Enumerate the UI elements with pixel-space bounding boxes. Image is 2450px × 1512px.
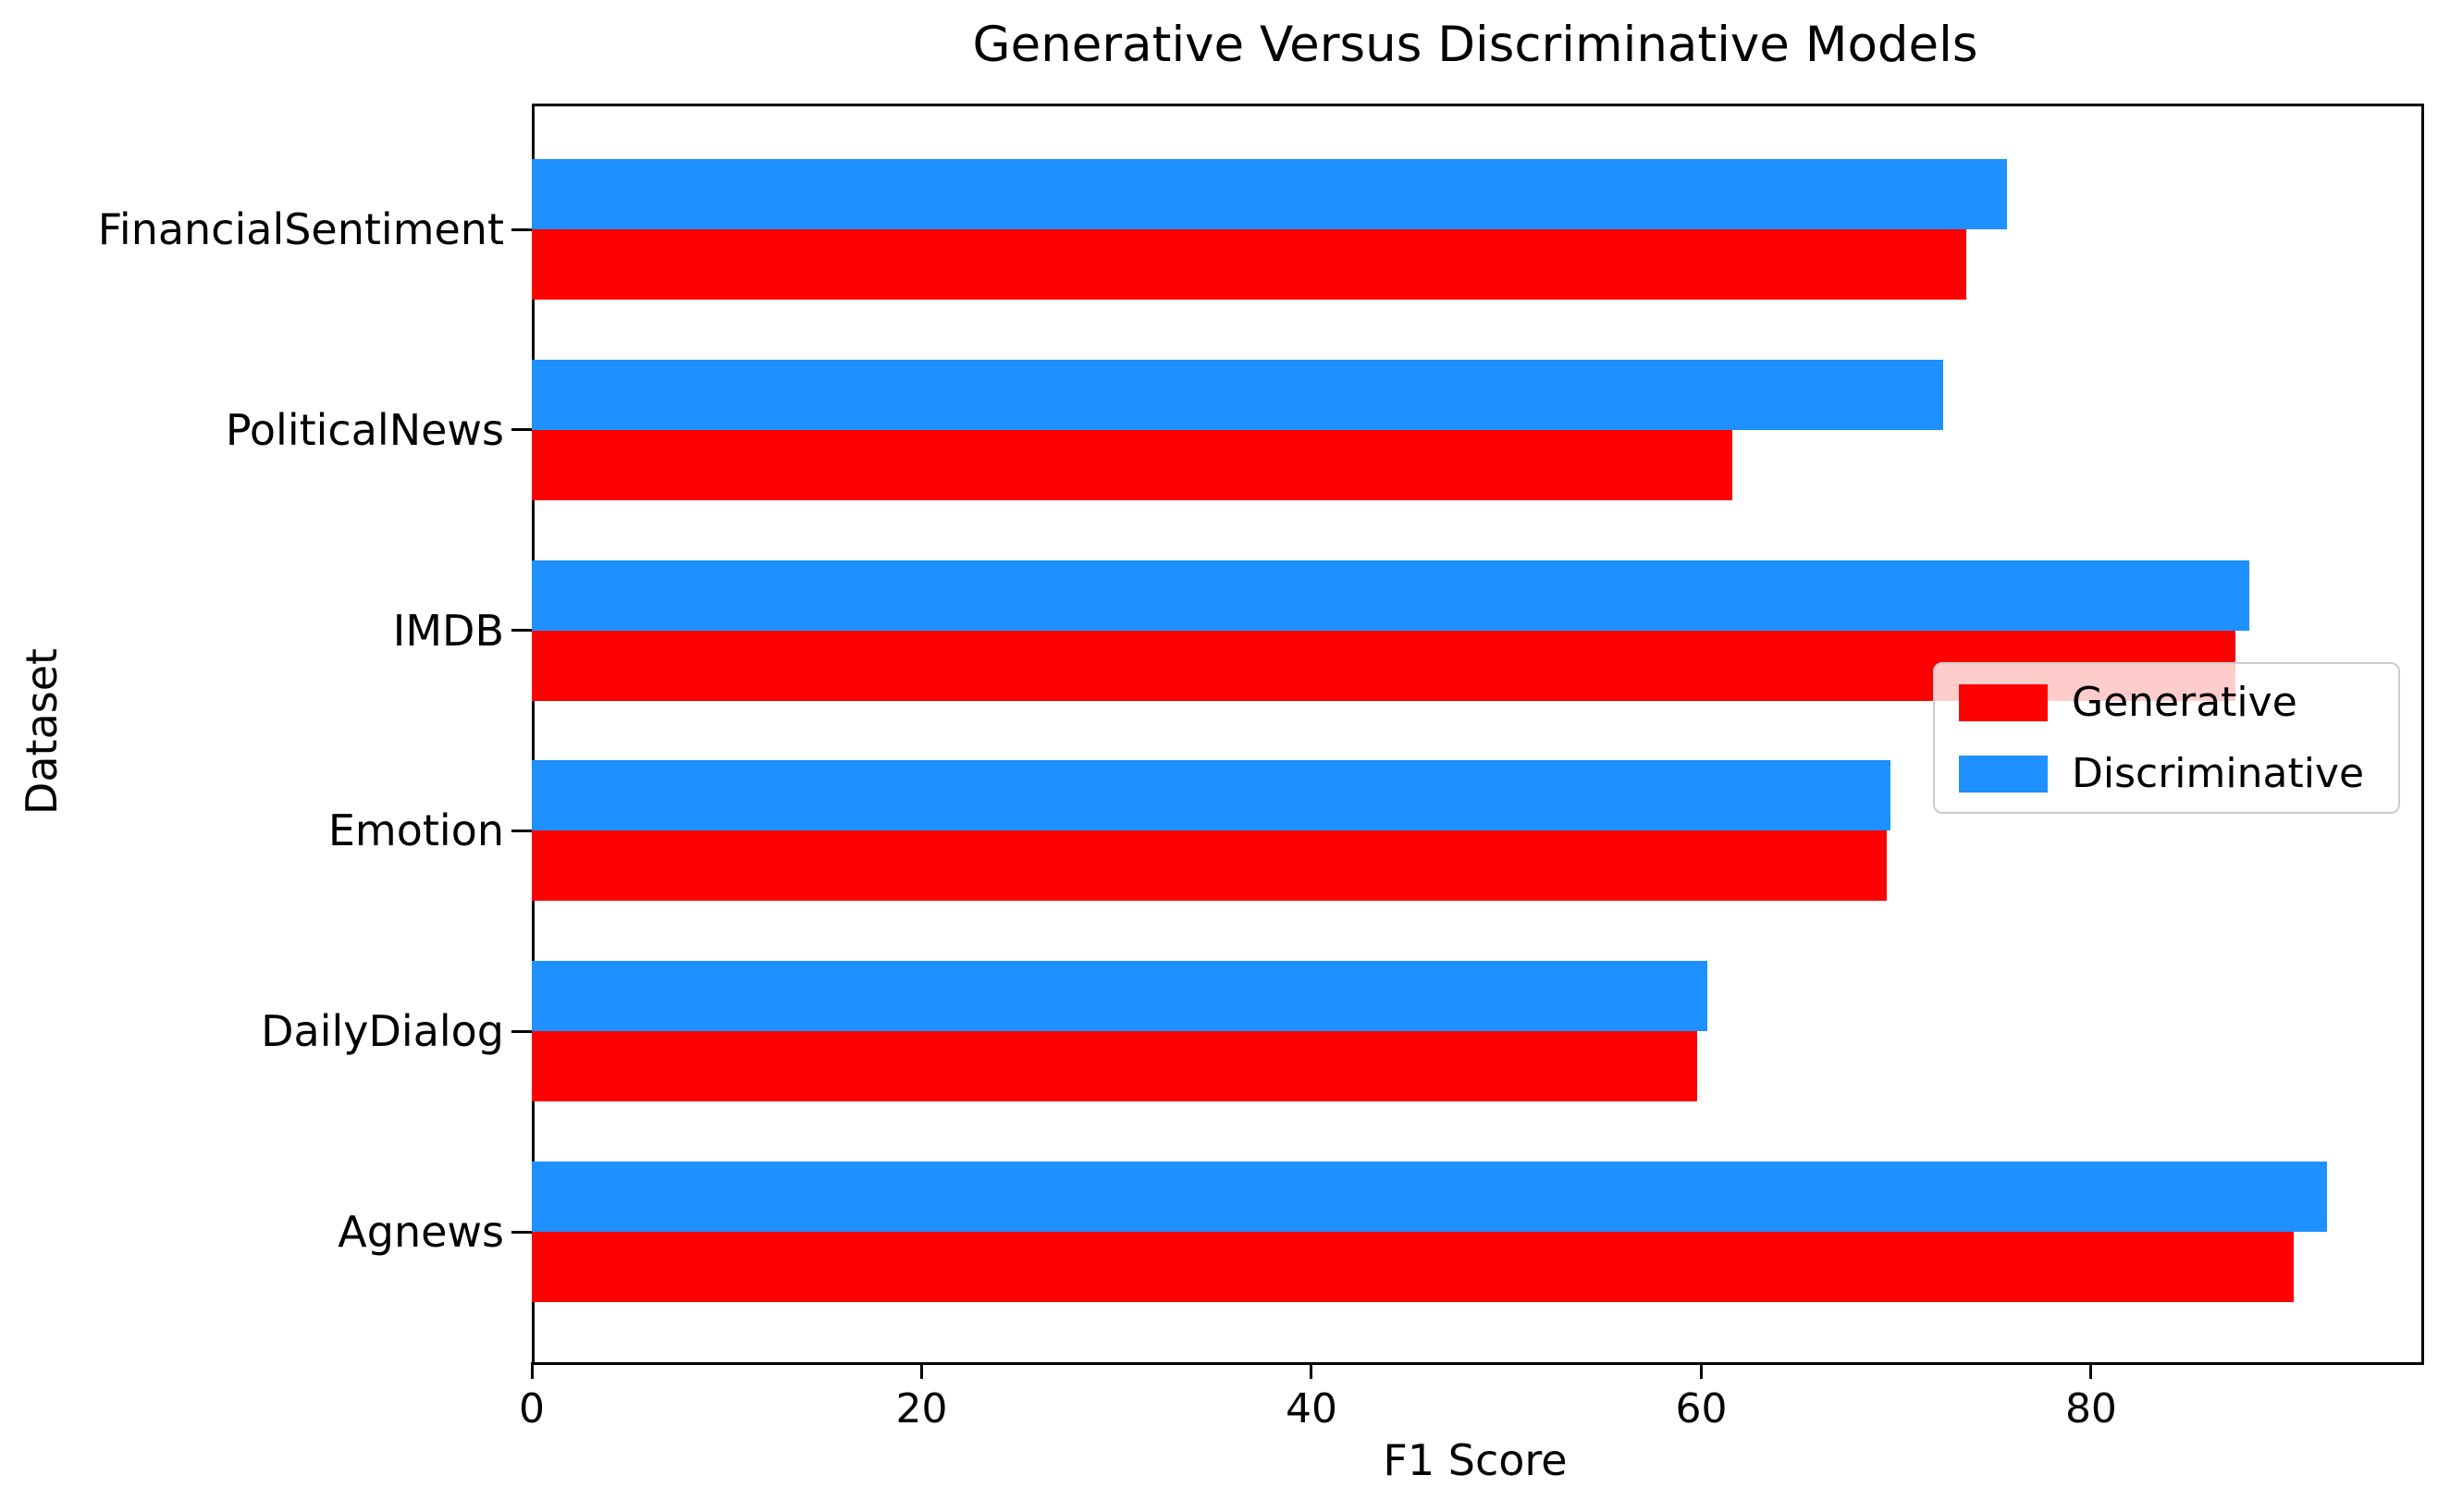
- x-tick-label-20: 20: [895, 1385, 948, 1432]
- bar-discriminative-financialsentiment: [532, 159, 2008, 229]
- x-tick-mark: [2089, 1362, 2093, 1379]
- y-tick-label-politicalnews: PoliticalNews: [225, 404, 504, 455]
- y-tick-mark: [511, 629, 532, 633]
- y-tick-label-imdb: IMDB: [392, 605, 504, 656]
- legend-entry-generative: Generative: [1959, 679, 2398, 726]
- y-tick-label-financialsentiment: FinancialSentiment: [97, 204, 504, 254]
- legend-label-discriminative: Discriminative: [2072, 750, 2365, 797]
- x-tick-mark: [1699, 1362, 1703, 1379]
- x-tick-label-80: 80: [2064, 1385, 2117, 1432]
- legend-entry-discriminative: Discriminative: [1959, 750, 2398, 797]
- bar-generative-financialsentiment: [532, 229, 1967, 300]
- y-tick-mark: [511, 227, 532, 231]
- discriminative-color-swatch: [1959, 755, 2048, 793]
- x-tick-label-40: 40: [1285, 1385, 1337, 1432]
- bar-generative-politicalnews: [532, 429, 1733, 500]
- y-tick-mark: [511, 829, 532, 832]
- y-tick-label-emotion: Emotion: [327, 805, 504, 856]
- x-tick-mark: [530, 1362, 534, 1379]
- bar-generative-dailydialog: [532, 1031, 1698, 1102]
- x-axis-label: F1 Score: [1383, 1435, 1568, 1485]
- x-tick-label-0: 0: [519, 1385, 545, 1432]
- y-tick-mark: [511, 428, 532, 432]
- bar-discriminative-emotion: [532, 760, 1890, 831]
- bar-generative-agnews: [532, 1232, 2295, 1302]
- y-axis-label: Dataset: [17, 647, 67, 816]
- legend-label-generative: Generative: [2072, 679, 2297, 726]
- y-tick-label-dailydialog: DailyDialog: [261, 1006, 504, 1057]
- legend: Generative Discriminative: [1933, 662, 2400, 814]
- bar-discriminative-agnews: [532, 1162, 2327, 1232]
- y-tick-label-agnews: Agnews: [338, 1207, 504, 1257]
- x-tick-label-60: 60: [1675, 1385, 1728, 1432]
- bar-generative-emotion: [532, 830, 1887, 902]
- bar-discriminative-politicalnews: [532, 359, 1943, 430]
- bar-discriminative-imdb: [532, 559, 2249, 631]
- x-tick-mark: [1310, 1362, 1313, 1379]
- x-tick-mark: [919, 1362, 923, 1379]
- chart-title: Generative Versus Discriminative Models: [972, 17, 1978, 73]
- bar-discriminative-dailydialog: [532, 961, 1707, 1032]
- y-tick-mark: [511, 1029, 532, 1033]
- y-tick-mark: [511, 1230, 532, 1234]
- generative-color-swatch: [1959, 683, 2048, 721]
